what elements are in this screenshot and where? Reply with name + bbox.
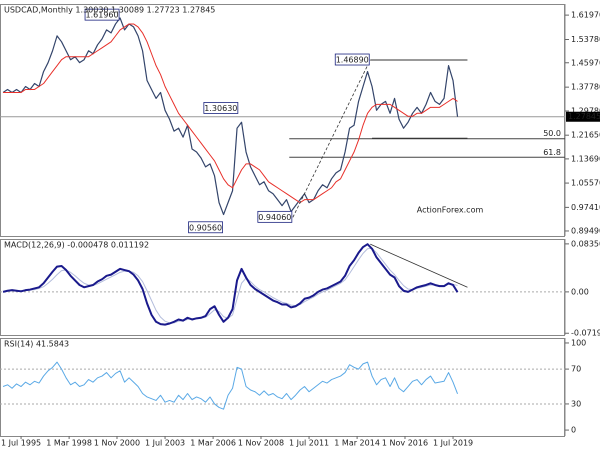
panel-title: USDCAD,Monthly 1.30030 1.30089 1.27723 1… <box>4 6 215 15</box>
y-tick-label: 70 <box>571 365 581 374</box>
y-tick-label: 1.61970 <box>571 11 600 20</box>
annotation-box <box>84 8 120 21</box>
series-line <box>2 243 459 326</box>
x-tick-label: 1 Jul 2003 <box>145 439 185 448</box>
annotation-box <box>203 102 239 114</box>
annotation-label: 1.61960 <box>86 11 119 20</box>
y-tick-label: 0.00 <box>571 287 589 296</box>
series-line <box>2 247 458 324</box>
annotation-box <box>188 221 223 234</box>
x-tick-label: 1 Mar 1998 <box>46 439 92 448</box>
x-tick-label: 1 Nov 2016 <box>382 439 428 448</box>
y-tick-label: 100 <box>571 338 586 347</box>
fib-label: 61.8 <box>543 148 561 157</box>
trendline <box>370 243 468 288</box>
annotation-label: 0.90560 <box>189 223 222 232</box>
x-tick-label: 1 Jul 2011 <box>289 439 329 448</box>
annotation: 0.94060 <box>257 210 293 223</box>
annotation: 1.61960 <box>84 8 120 21</box>
y-tick-label: 0.083505 <box>571 239 600 248</box>
y-tick-label: 0.89490 <box>571 226 600 235</box>
price-tag <box>566 111 600 122</box>
annotation: 1.30630 <box>203 102 239 114</box>
annotation: 1.46890 <box>334 53 370 66</box>
panel-title: RSI(14) 41.5843 <box>4 340 69 349</box>
y-tick-label: 1.37780 <box>571 83 600 92</box>
trendline <box>292 59 371 218</box>
y-tick-label: -0.07195 <box>571 329 600 338</box>
annotation-box <box>334 53 370 66</box>
y-tick-label: 1.21650 <box>571 131 600 140</box>
annotation: 0.90560 <box>188 221 223 234</box>
panel-title: MACD(12,26,9) -0.000478 0.011192 <box>4 241 149 250</box>
y-tick-label: 1.45970 <box>571 58 600 67</box>
y-tick-label: 1.53780 <box>571 35 600 44</box>
price-tag-label: 1.27845 <box>568 112 600 121</box>
x-tick-label: 1 Nov 2008 <box>238 439 284 448</box>
x-tick-label: 1 Mar 2006 <box>190 439 236 448</box>
x-tick-label: 1 Jul 1995 <box>1 439 41 448</box>
y-tick-label: 1.29780 <box>571 106 600 115</box>
series-line <box>2 361 459 410</box>
x-tick-label: 1 Jul 2019 <box>433 439 473 448</box>
y-tick-label: 0 <box>571 426 576 435</box>
annotation-label: 0.94060 <box>258 213 291 222</box>
x-tick-label: 1 Mar 2014 <box>334 439 380 448</box>
watermark: ActionForex.com <box>417 206 484 215</box>
annotation-label: 1.30630 <box>204 104 237 113</box>
series-line <box>3 23 458 204</box>
y-tick-label: 30 <box>571 399 581 408</box>
annotation-box <box>257 210 293 223</box>
x-tick-label: 1 Nov 2000 <box>94 439 140 448</box>
y-tick-label: 1.13690 <box>571 154 600 163</box>
annotation-label: 1.46890 <box>336 56 369 65</box>
fib-label: 50.0 <box>543 129 561 138</box>
